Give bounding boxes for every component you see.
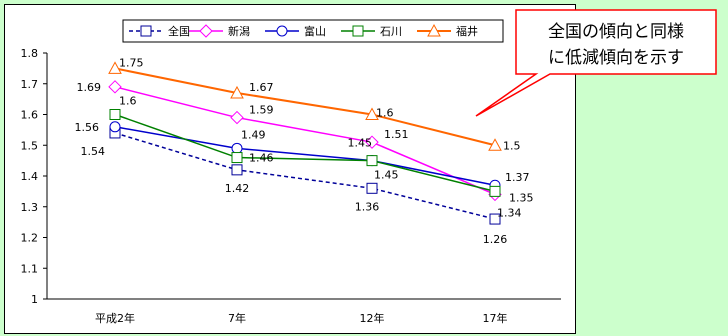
x-tick-label: 17年 [483, 311, 508, 325]
data-label: 1.51 [384, 128, 409, 141]
legend-label: 富山 [304, 24, 326, 38]
data-point [109, 121, 121, 133]
data-label: 1.45 [374, 169, 399, 182]
data-point [365, 107, 379, 120]
data-point [108, 80, 122, 94]
data-point [365, 135, 379, 149]
y-tick-label: 1.2 [21, 232, 39, 245]
y-tick-label: 1.8 [21, 47, 39, 60]
callout-line2: に低減傾向を示す [548, 48, 684, 68]
data-point [230, 110, 244, 125]
y-tick-label: 1.1 [21, 262, 39, 275]
x-tick-label: 平成2年 [95, 311, 135, 325]
series-3 [109, 109, 501, 197]
legend-marker [199, 24, 213, 38]
data-label: 1.35 [509, 191, 534, 204]
series-line [114, 126, 496, 186]
data-point [489, 213, 501, 225]
legend-box [122, 19, 504, 43]
series-line [114, 132, 496, 220]
data-label: 1.69 [77, 81, 102, 94]
axes: 1 1.1 1.2 1.3 1.4 1.5 1.6 1.7 1.8 平成2年 7年 12年 17年 [21, 47, 561, 325]
legend-marker [276, 25, 288, 37]
series-layer [108, 61, 502, 225]
data-point [489, 185, 501, 197]
y-tick-label: 1.6 [21, 109, 39, 122]
legend-marker [352, 25, 364, 37]
data-label: 1.37 [505, 171, 530, 184]
legend-label: 福井 [456, 24, 478, 38]
data-label: 1.5 [503, 139, 521, 152]
data-label: 1.59 [249, 104, 274, 117]
series-0 [109, 127, 501, 225]
y-tick-label: 1.5 [21, 139, 39, 152]
data-point [230, 85, 244, 99]
data-point [231, 152, 243, 164]
series-line [114, 86, 496, 196]
data-label: 1.67 [249, 81, 274, 94]
y-tick-label: 1.3 [21, 201, 39, 214]
y-tick-label: 1.7 [21, 78, 39, 91]
data-label: 1.45 [348, 137, 373, 150]
y-tick-label: 1.4 [21, 170, 39, 183]
chart-panel: 1 1.1 1.2 1.3 1.4 1.5 1.6 1.7 1.8 平成2年 7年 12年 17年 1.… [4, 4, 576, 334]
data-point [488, 138, 502, 151]
legend: 全国 新潟 富山 石川 福井 [122, 19, 504, 43]
data-label: 1.6 [376, 107, 394, 120]
data-label: 1.49 [241, 128, 266, 141]
data-point [108, 61, 122, 74]
callout-line1: 全国の傾向と同様 [548, 22, 684, 42]
x-tick-label: 12年 [360, 311, 385, 325]
data-point [366, 182, 378, 194]
callout-box [475, 9, 717, 117]
legend-marker [427, 23, 441, 37]
data-label: 1.36 [355, 200, 380, 213]
line-chart: 1 1.1 1.2 1.3 1.4 1.5 1.6 1.7 1.8 平成2年 7年 12年 17年 1.… [21, 19, 561, 325]
data-label: 1.6 [119, 95, 137, 108]
series-2 [109, 121, 501, 191]
legend-marker [140, 25, 152, 37]
data-label: 1.42 [225, 182, 250, 195]
data-label: 1.34 [497, 206, 522, 219]
series-4 [108, 61, 502, 151]
data-point [109, 109, 121, 120]
data-point [366, 155, 378, 167]
series-line [114, 67, 496, 147]
data-point [231, 164, 243, 176]
data-label: 1.75 [119, 56, 144, 69]
data-label: 1.54 [81, 145, 106, 158]
data-label: 1.46 [249, 152, 274, 165]
legend-label: 新潟 [228, 24, 250, 38]
data-label: 1.26 [483, 233, 508, 246]
series-line [114, 113, 496, 193]
legend-label: 石川 [380, 25, 402, 38]
x-tick-label: 7年 [228, 311, 246, 325]
y-tick-label: 1 [31, 293, 38, 306]
data-labels: 1.54 1.42 1.36 1.26 1.69 1.59 1.51 1.34 1.56 1.49… [75, 56, 534, 246]
data-label: 1.56 [75, 121, 100, 134]
legend-label: 全国 [168, 24, 190, 38]
